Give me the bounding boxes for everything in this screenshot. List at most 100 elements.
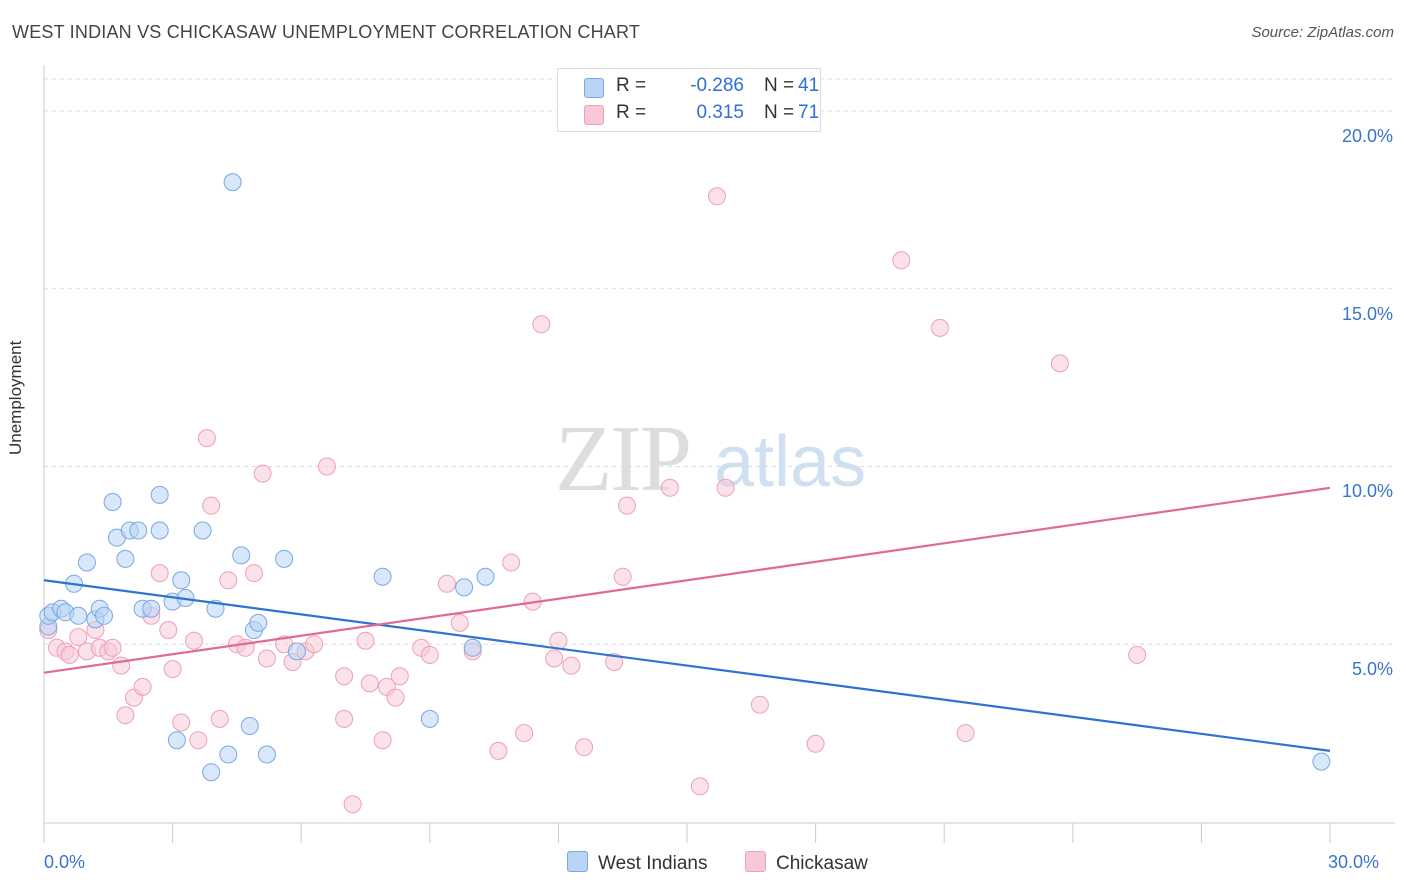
chickasaw-point <box>343 795 362 814</box>
west-indians-point <box>150 521 169 540</box>
chickasaw-point <box>253 464 272 483</box>
chickasaw-point <box>575 738 594 757</box>
y-tick-label: 10.0% <box>1341 481 1393 502</box>
x-tick-label-max: 30.0% <box>1328 852 1380 872</box>
legend-r-value: 0.315 <box>696 102 744 123</box>
chickasaw-point <box>245 564 263 583</box>
chickasaw-point <box>618 496 636 515</box>
west-indians-point <box>476 567 495 586</box>
y-tick-label: 5.0% <box>1351 659 1393 680</box>
chickasaw-point <box>390 667 409 686</box>
chickasaw-point <box>930 318 949 337</box>
legend-label-chickasaw: Chickasaw <box>776 853 868 874</box>
chickasaw-point <box>60 645 79 664</box>
chickasaw-point <box>690 777 709 796</box>
chickasaw-point <box>150 564 169 583</box>
west-indians-point <box>1312 752 1331 771</box>
chickasaw-point <box>373 731 392 750</box>
chickasaw-point <box>450 613 469 632</box>
west-indians-point <box>202 763 221 782</box>
chickasaw-trend-line <box>43 486 1331 674</box>
chickasaw-point <box>515 724 534 743</box>
west-indians-point <box>142 599 161 618</box>
west-indians-point <box>240 717 259 735</box>
chickasaw-point <box>660 478 679 497</box>
chickasaw-point <box>335 709 354 728</box>
chickasaw-point <box>69 628 88 647</box>
west-indians-trend-line <box>43 579 1331 752</box>
chickasaw-point <box>257 649 276 668</box>
y-tick-label: 15.0% <box>1341 303 1393 324</box>
west-indians-points <box>39 173 1331 782</box>
legend-r-value: -0.286 <box>690 75 744 96</box>
west-indians-point <box>150 485 169 504</box>
chickasaw-point <box>386 688 405 707</box>
watermark: ZIP atlas <box>555 407 866 511</box>
chickasaw-point <box>562 656 581 675</box>
chickasaw-point <box>892 251 911 270</box>
chickasaw-point <box>305 635 324 654</box>
legend-n-label: N = <box>764 75 795 96</box>
west-indians-point <box>193 521 212 540</box>
chickasaw-point <box>605 653 624 671</box>
chickasaw-point <box>103 638 122 657</box>
legend-label-west-indians: West Indians <box>598 853 708 874</box>
chickasaw-point <box>189 731 208 750</box>
legend-n-value: 41 <box>798 75 820 96</box>
legend-n-label: N = <box>764 102 795 123</box>
legend-swatch-blue <box>567 851 588 872</box>
west-indians-point <box>420 709 439 728</box>
y-tick-label: 20.0% <box>1341 125 1393 146</box>
chickasaw-point <box>437 574 456 593</box>
source-label: Source: ZipAtlas.com <box>1251 24 1394 41</box>
chickasaw-point <box>360 674 379 693</box>
chickasaw-point <box>197 429 216 448</box>
chickasaw-point <box>613 567 632 586</box>
chickasaw-point <box>317 457 336 476</box>
west-indians-point <box>373 567 392 586</box>
chickasaw-point <box>163 660 182 679</box>
chickasaw-point <box>116 706 135 725</box>
chickasaw-point <box>1128 645 1147 664</box>
chickasaw-point <box>716 478 735 497</box>
legend-swatch-pink <box>745 851 766 872</box>
chickasaw-point <box>806 734 825 753</box>
chickasaw-point <box>219 571 238 590</box>
chickasaw-point <box>1050 354 1069 373</box>
legend-n-value: 71 <box>798 102 820 123</box>
chickasaw-point <box>356 631 375 650</box>
chart-title: WEST INDIAN VS CHICKASAW UNEMPLOYMENT CO… <box>12 22 641 42</box>
west-indians-point <box>69 606 88 625</box>
west-indians-point <box>95 606 113 625</box>
west-indians-point <box>116 549 135 568</box>
chickasaw-point <box>210 709 229 728</box>
legend-item-west-indians[interactable]: West Indians <box>567 851 707 877</box>
axes <box>43 65 1395 843</box>
west-indians-point <box>172 571 191 590</box>
chickasaw-point <box>185 631 203 650</box>
chickasaw-point <box>420 645 439 664</box>
chickasaw-point <box>172 713 191 732</box>
chickasaw-point <box>133 677 152 696</box>
chickasaw-point <box>159 621 178 639</box>
west-indians-point <box>455 578 474 597</box>
west-indians-point <box>257 745 276 764</box>
legend-item-chickasaw[interactable]: Chickasaw <box>745 851 868 877</box>
west-indians-point <box>77 553 96 572</box>
west-indians-point <box>232 546 251 565</box>
chickasaw-point <box>335 667 354 686</box>
series-legend: West Indians Chickasaw <box>0 851 1406 877</box>
y-axis-title: Unemployment <box>6 340 25 455</box>
west-indians-point <box>103 493 122 511</box>
west-indians-point <box>275 549 294 568</box>
legend-swatch-pink <box>584 105 604 125</box>
chickasaw-point <box>708 187 726 206</box>
west-indians-point <box>249 613 268 632</box>
west-indians-point <box>223 173 242 192</box>
svg-text:atlas: atlas <box>714 422 866 502</box>
west-indians-point <box>167 731 186 750</box>
west-indians-point <box>219 745 238 764</box>
trend-lines <box>43 486 1331 752</box>
chickasaw-point <box>545 649 564 668</box>
west-indians-point <box>287 642 306 661</box>
